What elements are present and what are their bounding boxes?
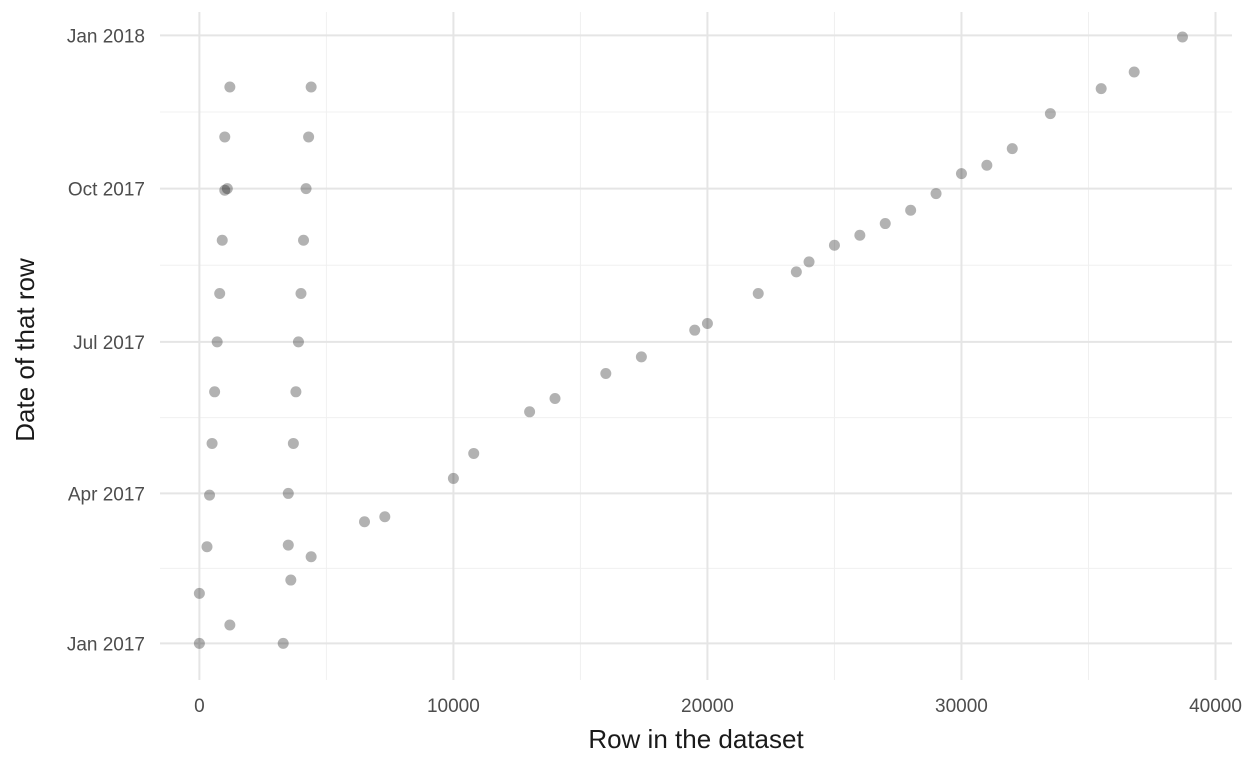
data-point xyxy=(1176,31,1188,43)
data-point xyxy=(524,406,536,418)
data-point xyxy=(905,204,917,216)
data-point xyxy=(981,159,993,171)
x-tick-label: 20000 xyxy=(681,696,734,717)
data-point xyxy=(828,239,840,251)
x-axis-title: Row in the dataset xyxy=(588,724,804,754)
y-tick-label: Jan 2018 xyxy=(67,26,145,47)
data-point xyxy=(219,184,231,196)
y-tick-label: Apr 2017 xyxy=(68,484,145,505)
y-tick-label: Jan 2017 xyxy=(67,634,145,655)
data-point xyxy=(549,392,561,404)
data-point xyxy=(955,168,967,180)
data-point xyxy=(879,218,891,230)
data-point xyxy=(1128,66,1140,78)
data-point xyxy=(211,336,223,348)
data-point xyxy=(287,437,299,449)
data-point xyxy=(303,131,315,143)
data-point xyxy=(295,288,307,300)
data-point xyxy=(219,131,231,143)
data-point xyxy=(468,447,480,459)
data-point xyxy=(701,318,713,330)
data-point xyxy=(635,351,647,363)
data-point xyxy=(1006,143,1018,155)
data-point xyxy=(201,541,213,553)
data-point xyxy=(193,587,205,599)
data-point xyxy=(300,183,312,195)
x-tick-label: 0 xyxy=(194,696,205,717)
data-point xyxy=(285,574,297,586)
data-point xyxy=(224,619,236,631)
data-point xyxy=(790,266,802,278)
x-tick-label: 40000 xyxy=(1189,696,1242,717)
data-point xyxy=(292,336,304,348)
data-point xyxy=(282,539,294,551)
data-point xyxy=(216,234,228,246)
x-tick-label: 30000 xyxy=(935,696,988,717)
data-point xyxy=(298,234,310,246)
x-tick-label: 10000 xyxy=(427,696,480,717)
data-point xyxy=(1095,83,1107,95)
data-point xyxy=(930,188,942,200)
data-point xyxy=(689,324,701,336)
data-point xyxy=(193,637,205,649)
data-point xyxy=(277,637,289,649)
data-points xyxy=(193,31,1188,649)
data-point xyxy=(305,81,317,93)
grid xyxy=(160,12,1232,680)
data-point xyxy=(1044,108,1056,120)
data-point xyxy=(358,516,370,528)
data-point xyxy=(290,386,302,398)
y-tick-label: Jul 2017 xyxy=(73,333,145,354)
data-point xyxy=(803,256,815,268)
data-point xyxy=(206,437,218,449)
data-point xyxy=(854,229,866,241)
data-point xyxy=(447,472,459,484)
data-point xyxy=(379,511,391,523)
y-axis-ticks: Jan 2017 Apr 2017 Jul 2017 Oct 2017 Jan 2018 xyxy=(67,26,145,655)
x-axis-ticks: 0 10000 20000 30000 40000 xyxy=(194,696,1242,717)
data-point xyxy=(282,487,294,499)
y-tick-label: Oct 2017 xyxy=(68,180,145,201)
y-axis-title: Date of that row xyxy=(10,258,40,442)
data-point xyxy=(752,288,764,300)
data-point xyxy=(214,288,226,300)
data-point xyxy=(305,551,317,563)
data-point xyxy=(221,183,233,195)
data-point xyxy=(224,81,236,93)
data-point xyxy=(600,367,612,379)
data-point xyxy=(209,386,221,398)
data-point xyxy=(204,489,216,501)
